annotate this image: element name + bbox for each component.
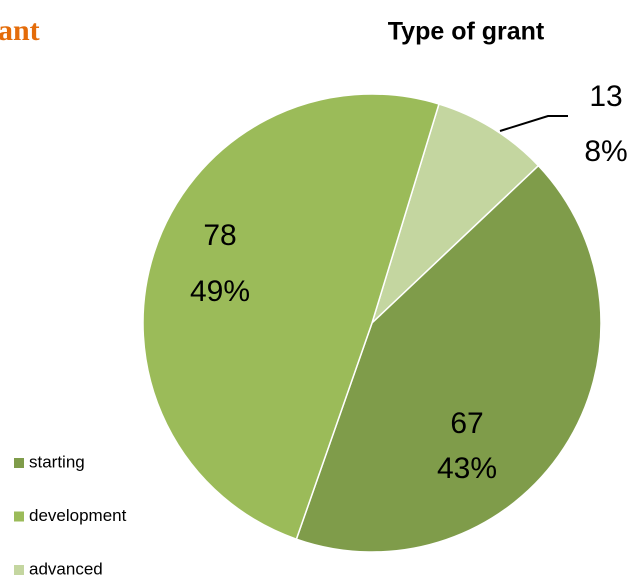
pie: [142, 93, 602, 553]
value-label: 13: [589, 80, 622, 113]
legend-label: development: [29, 506, 127, 525]
pie-slice: [142, 93, 440, 541]
page-heading: ant: [0, 14, 40, 47]
pie-slice: [370, 103, 540, 326]
percentage-label: 8%: [584, 135, 627, 168]
percentage-label: 43%: [437, 452, 497, 485]
percentage-label: 49%: [190, 275, 250, 308]
legend: starting development advanced: [14, 452, 127, 578]
legend-label: starting: [29, 452, 85, 471]
data-labels: 13 8% 67 43% 78 49%: [190, 80, 628, 485]
chart-title: Type of grant: [388, 18, 545, 46]
value-label: 78: [203, 219, 236, 252]
legend-swatch: [14, 565, 24, 575]
legend-label: advanced: [29, 559, 103, 578]
value-label: 67: [450, 407, 483, 440]
legend-swatch: [14, 511, 24, 522]
leader-line: [499, 115, 568, 132]
pie-slice: [295, 164, 602, 553]
legend-swatch: [14, 458, 24, 468]
